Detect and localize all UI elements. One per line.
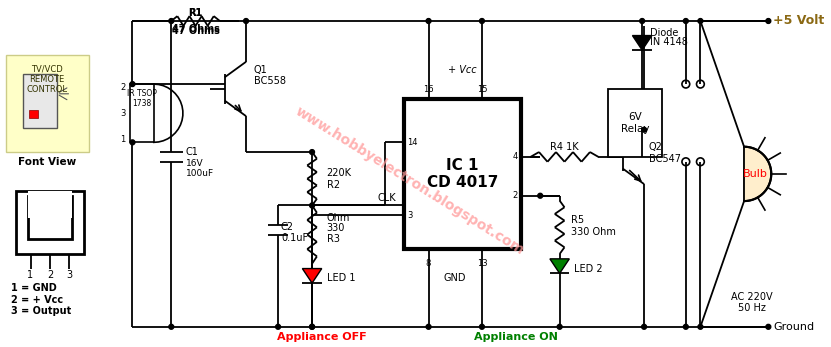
Text: 100uF: 100uF xyxy=(186,169,214,178)
Text: 15: 15 xyxy=(477,85,487,94)
Text: 3: 3 xyxy=(120,109,125,118)
Text: 3 = Output: 3 = Output xyxy=(11,306,71,316)
Circle shape xyxy=(640,18,645,23)
Circle shape xyxy=(642,127,647,132)
Text: R2: R2 xyxy=(327,180,340,189)
Circle shape xyxy=(698,324,703,329)
Circle shape xyxy=(766,18,771,23)
Text: BC547: BC547 xyxy=(649,154,681,164)
Circle shape xyxy=(276,324,281,329)
Circle shape xyxy=(310,324,314,329)
Text: 2: 2 xyxy=(120,83,125,92)
Circle shape xyxy=(243,18,248,23)
Polygon shape xyxy=(302,269,322,283)
Circle shape xyxy=(538,193,543,198)
Circle shape xyxy=(426,18,431,23)
Text: 3: 3 xyxy=(407,211,412,220)
Bar xyxy=(608,89,661,157)
Text: Font View: Font View xyxy=(18,157,76,167)
Bar xyxy=(16,191,84,254)
Bar xyxy=(405,99,521,249)
Text: IN 4148: IN 4148 xyxy=(650,37,688,47)
Text: 16V: 16V xyxy=(186,159,204,168)
Bar xyxy=(27,196,72,239)
Text: Ground: Ground xyxy=(773,322,814,332)
Text: 330 Ohm: 330 Ohm xyxy=(571,227,616,237)
Circle shape xyxy=(642,324,647,329)
Circle shape xyxy=(310,150,314,154)
Text: 1 = GND: 1 = GND xyxy=(11,283,57,293)
Circle shape xyxy=(310,203,314,208)
Circle shape xyxy=(169,324,174,329)
Text: 6V
Relay: 6V Relay xyxy=(621,112,649,134)
Text: 220K: 220K xyxy=(327,168,352,178)
Text: 1: 1 xyxy=(27,270,33,280)
Circle shape xyxy=(683,18,688,23)
Circle shape xyxy=(426,324,431,329)
Text: 330: 330 xyxy=(327,223,345,233)
Text: 47 Ohms: 47 Ohms xyxy=(172,26,219,36)
Text: LED 1: LED 1 xyxy=(327,273,355,283)
Text: R3: R3 xyxy=(327,235,340,244)
Text: +5 Volt: +5 Volt xyxy=(773,15,824,27)
Text: R5: R5 xyxy=(571,215,584,225)
Text: Q1: Q1 xyxy=(253,65,268,75)
Text: GND: GND xyxy=(444,273,466,283)
Text: C2: C2 xyxy=(281,222,294,232)
Text: 4: 4 xyxy=(513,152,518,161)
Text: 1: 1 xyxy=(120,135,125,144)
Circle shape xyxy=(558,324,562,329)
Text: 2: 2 xyxy=(513,191,518,200)
Text: www.hobbyelectron.blogspot.com: www.hobbyelectron.blogspot.com xyxy=(293,104,526,258)
Text: 13: 13 xyxy=(477,259,487,268)
Bar xyxy=(28,110,38,118)
Text: C1: C1 xyxy=(186,147,199,157)
Text: 2 = + Vcc: 2 = + Vcc xyxy=(11,295,63,305)
Text: R4 1K: R4 1K xyxy=(550,142,578,152)
Text: Diode: Diode xyxy=(650,28,678,37)
Polygon shape xyxy=(744,147,771,201)
Bar xyxy=(7,55,89,152)
Text: Q2: Q2 xyxy=(649,142,663,152)
Text: Bulb: Bulb xyxy=(743,169,768,179)
Circle shape xyxy=(169,18,174,23)
Text: 47 Ohms: 47 Ohms xyxy=(172,24,219,34)
Circle shape xyxy=(130,140,135,145)
Text: 16: 16 xyxy=(423,85,434,94)
Circle shape xyxy=(130,82,135,86)
Text: CLK: CLK xyxy=(378,193,396,203)
Text: 0.1uF: 0.1uF xyxy=(281,234,308,244)
Polygon shape xyxy=(550,259,569,273)
Text: LED 2: LED 2 xyxy=(574,264,602,273)
Bar xyxy=(27,191,72,218)
Text: AC 220V
50 Hz: AC 220V 50 Hz xyxy=(731,292,773,313)
Circle shape xyxy=(479,18,484,23)
Text: IC 1
CD 4017: IC 1 CD 4017 xyxy=(427,158,499,190)
Text: IR TSOP
1738: IR TSOP 1738 xyxy=(127,89,156,108)
Circle shape xyxy=(479,324,484,329)
Circle shape xyxy=(766,324,771,329)
Text: 14: 14 xyxy=(407,138,418,147)
Text: 2: 2 xyxy=(47,270,53,280)
Text: Appliance ON: Appliance ON xyxy=(474,331,558,341)
Text: BC558: BC558 xyxy=(253,76,286,86)
Text: Appliance OFF: Appliance OFF xyxy=(277,331,366,341)
Text: R1: R1 xyxy=(189,8,203,18)
Circle shape xyxy=(310,324,314,329)
Circle shape xyxy=(683,324,688,329)
Text: Ohm: Ohm xyxy=(327,213,350,223)
Text: TV/VCD
REMOTE
CONTROL: TV/VCD REMOTE CONTROL xyxy=(27,64,67,94)
Text: 3: 3 xyxy=(66,270,72,280)
Polygon shape xyxy=(632,35,652,50)
Bar xyxy=(22,74,57,128)
Text: + Vcc: + Vcc xyxy=(448,65,477,75)
Text: 8: 8 xyxy=(425,259,431,268)
Bar xyxy=(130,84,154,142)
Circle shape xyxy=(698,18,703,23)
Text: R1: R1 xyxy=(189,8,203,18)
